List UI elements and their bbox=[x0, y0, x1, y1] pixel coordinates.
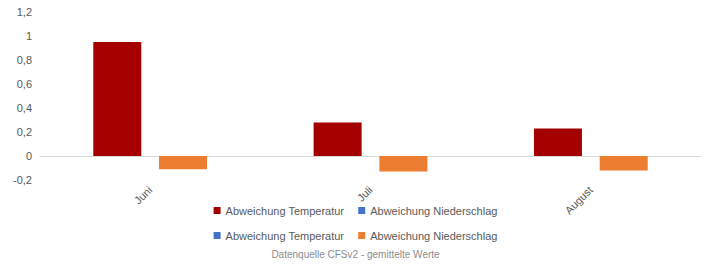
svg-text:1,2: 1,2 bbox=[17, 6, 32, 18]
svg-text:1: 1 bbox=[26, 30, 32, 42]
svg-text:0,6: 0,6 bbox=[17, 78, 32, 90]
svg-text:Juli: Juli bbox=[355, 184, 375, 204]
svg-text:0,8: 0,8 bbox=[17, 54, 32, 66]
svg-text:0,4: 0,4 bbox=[17, 102, 32, 114]
svg-text:0,2: 0,2 bbox=[17, 126, 32, 138]
svg-text:Abweichung Niederschlag: Abweichung Niederschlag bbox=[370, 230, 497, 242]
svg-text:0: 0 bbox=[26, 150, 32, 162]
svg-text:Abweichung Temperatur: Abweichung Temperatur bbox=[226, 205, 345, 217]
svg-text:Juni: Juni bbox=[132, 184, 155, 207]
svg-text:August: August bbox=[562, 184, 595, 217]
svg-text:Datenquelle CFSv2 - gemittelte: Datenquelle CFSv2 - gemittelte Werte bbox=[271, 249, 440, 260]
svg-text:Abweichung Temperatur: Abweichung Temperatur bbox=[226, 230, 345, 242]
svg-text:Abweichung Niederschlag: Abweichung Niederschlag bbox=[370, 205, 497, 217]
svg-text:-0,2: -0,2 bbox=[13, 174, 32, 186]
